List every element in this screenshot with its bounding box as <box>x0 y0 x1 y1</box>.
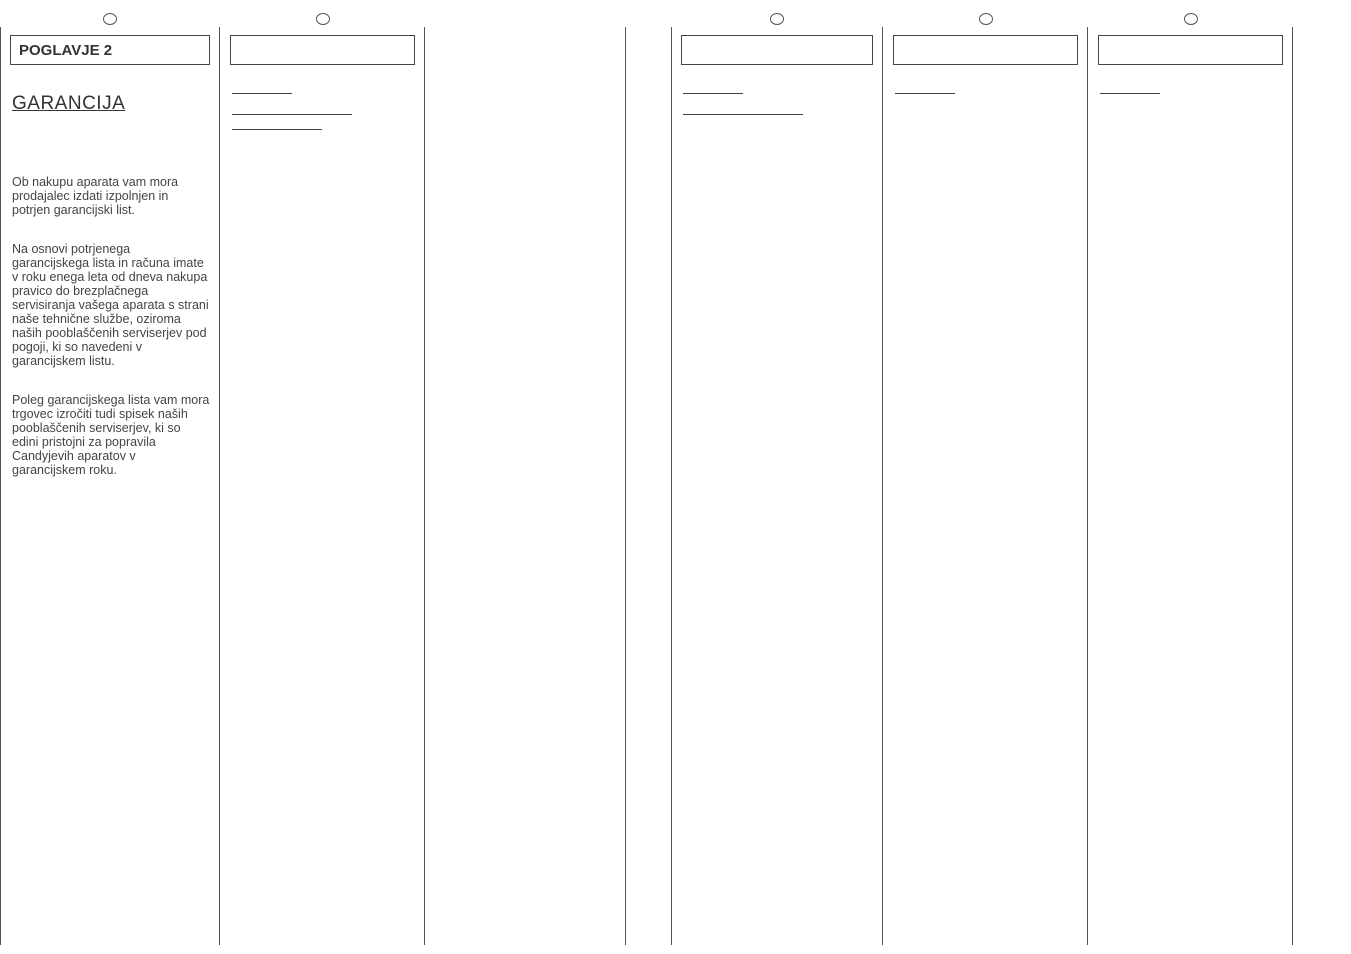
chapter-title-box <box>681 35 873 65</box>
underline-placeholder <box>232 129 322 130</box>
paragraph: Poleg garancijskega lista vam mora trgov… <box>12 393 210 477</box>
chapter-title-box <box>230 35 415 65</box>
chapter-title-box <box>1098 35 1283 65</box>
column-divider <box>1292 27 1293 945</box>
hole-icon <box>316 13 330 25</box>
underline-placeholder <box>895 93 955 94</box>
column-4 <box>671 5 883 945</box>
underline-placeholder <box>232 114 352 115</box>
column-2 <box>220 5 425 945</box>
hole-icon <box>103 13 117 25</box>
chapter-title-box: POGLAVJE 2 <box>10 35 210 65</box>
hole-icon <box>770 13 784 25</box>
column-divider <box>625 27 626 945</box>
column-divider <box>0 27 1 945</box>
chapter-title-box <box>893 35 1078 65</box>
column-5 <box>883 5 1088 945</box>
spine-gap <box>625 5 671 945</box>
underline-placeholder <box>683 93 743 94</box>
hole-icon <box>979 13 993 25</box>
underline-placeholder <box>1100 93 1160 94</box>
underline-placeholder <box>683 114 803 115</box>
paragraph: Na osnovi potrjenega garancijskega lista… <box>12 242 210 368</box>
column-gap <box>425 5 625 945</box>
column-1: POGLAVJE 2 GARANCIJA Ob nakupu aparata v… <box>0 5 220 945</box>
paragraph: Ob nakupu aparata vam mora prodajalec iz… <box>12 175 210 217</box>
chapter-title: POGLAVJE 2 <box>19 42 112 59</box>
section-title: GARANCIJA <box>12 93 210 115</box>
page-columns: POGLAVJE 2 GARANCIJA Ob nakupu aparata v… <box>0 0 1351 954</box>
underline-placeholder <box>232 93 292 94</box>
hole-icon <box>1184 13 1198 25</box>
column-6 <box>1088 5 1293 945</box>
column-divider <box>671 27 672 945</box>
